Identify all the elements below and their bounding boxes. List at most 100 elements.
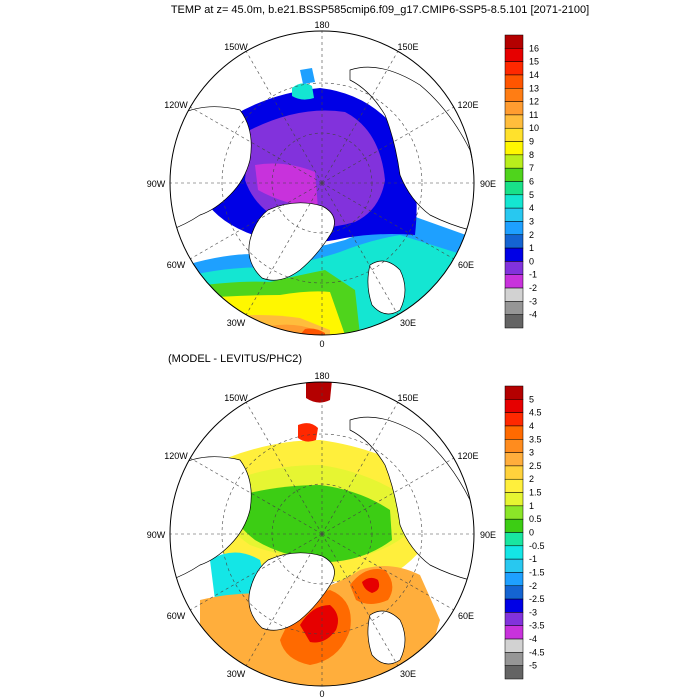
colorbar-label: -3 (529, 296, 537, 306)
colorbar-label: 2 (529, 474, 534, 484)
bottom-map-border (169, 381, 475, 687)
colorbar-swatch (504, 221, 524, 236)
colorbar-swatch (504, 665, 524, 680)
lon-label: 150E (397, 393, 418, 403)
colorbar-swatch (504, 505, 524, 520)
colorbar-label: 4 (529, 203, 534, 213)
top-longitude-labels: 180 150E 120E 90E 60E 30E 0 30W 60W 90W … (147, 20, 496, 349)
colorbar-swatch (504, 558, 524, 573)
lon-label: 90W (147, 179, 166, 189)
colorbar-swatch (504, 572, 524, 587)
lon-label: 0 (319, 339, 324, 349)
colorbar-label: 9 (529, 137, 534, 147)
colorbar-label: 5 (529, 394, 534, 404)
bottom-land (170, 416, 474, 665)
colorbar-swatch (504, 532, 524, 547)
colorbar-swatch (504, 585, 524, 600)
colorbar-label: 4.5 (529, 408, 542, 418)
colorbar-swatch (504, 287, 524, 302)
colorbar-label: 3 (529, 216, 534, 226)
colorbar-label: 4 (529, 421, 534, 431)
colorbar-swatch (504, 425, 524, 440)
colorbar-swatch (504, 74, 524, 89)
colorbar-swatch (504, 261, 524, 275)
colorbar-swatch (504, 61, 524, 76)
colorbar-label: 5 (529, 190, 534, 200)
colorbar-label: -4 (529, 634, 537, 644)
lon-label: 180 (314, 371, 329, 381)
colorbar-label: -3 (529, 607, 537, 617)
lon-label: 0 (319, 689, 324, 699)
colorbar-swatch (504, 274, 524, 289)
colorbar-label: -0.5 (529, 541, 545, 551)
colorbar-swatch (504, 301, 524, 315)
lon-label: 90E (480, 179, 496, 189)
colorbar-label: 1 (529, 501, 534, 511)
colorbar-label: 3.5 (529, 434, 542, 444)
bottom-polar-map: 180 150E 120E 90E 60E 30E 0 30W 60W 90W … (147, 371, 496, 699)
colorbar-label: -3.5 (529, 621, 545, 631)
colorbar-swatch (504, 399, 524, 413)
colorbar-label: 3 (529, 448, 534, 458)
colorbar-swatch (504, 452, 524, 467)
lon-label: 30E (400, 318, 416, 328)
colorbar-swatch (504, 545, 524, 560)
lon-label: 30W (227, 669, 246, 679)
colorbar-label: -4.5 (529, 647, 545, 657)
top-map-border (169, 30, 475, 336)
lon-label: 120E (457, 100, 478, 110)
lon-label: 60E (458, 260, 474, 270)
figure-title: TEMP at z= 45.0m, b.e21.BSSP585cmip6.f09… (171, 4, 589, 16)
colorbar-swatch (504, 518, 524, 533)
colorbar-label: -5 (529, 661, 537, 671)
colorbar-swatch (504, 88, 524, 102)
colorbar-swatch (504, 385, 524, 400)
colorbar-label: -1.5 (529, 567, 545, 577)
colorbar-label: -2 (529, 581, 537, 591)
colorbar-swatch (504, 127, 524, 142)
lon-label: 120E (457, 451, 478, 461)
colorbar-label: -2.5 (529, 594, 545, 604)
colorbar-label: 0 (529, 528, 534, 538)
colorbar-swatch (504, 612, 524, 626)
lon-label: 60E (458, 611, 474, 621)
colorbar-swatch (504, 48, 524, 62)
bottom-graticule (170, 382, 474, 686)
colorbar-swatch (504, 207, 524, 222)
colorbar-swatch (504, 101, 524, 116)
colorbar-swatch (504, 247, 524, 262)
colorbar-swatch (504, 141, 524, 156)
colorbar-swatch (504, 114, 524, 129)
lon-label: 120W (164, 100, 188, 110)
colorbar-swatch (504, 625, 524, 640)
colorbar-label: 0 (529, 256, 534, 266)
colorbar-swatch (504, 478, 524, 493)
lon-label: 150W (224, 393, 248, 403)
colorbar-swatch (504, 194, 524, 209)
colorbar-swatch (504, 34, 524, 49)
colorbar-label: -4 (529, 310, 537, 320)
lon-label: 150W (224, 42, 248, 52)
colorbar-swatch (504, 412, 524, 427)
lon-label: 60W (167, 260, 186, 270)
colorbar-label: 6 (529, 177, 534, 187)
colorbar-label: 16 (529, 43, 539, 53)
colorbar-label: 8 (529, 150, 534, 160)
colorbar-label: 15 (529, 57, 539, 67)
colorbar-label: -1 (529, 270, 537, 280)
lon-label: 30W (227, 318, 246, 328)
colorbar-swatch (504, 652, 524, 666)
colorbar-label: 14 (529, 70, 539, 80)
lon-label: 60W (167, 611, 186, 621)
colorbar-label: 2 (529, 230, 534, 240)
colorbar-label: 10 (529, 123, 539, 133)
colorbar-label: 7 (529, 163, 534, 173)
colorbar-swatch (504, 181, 524, 196)
lon-label: 120W (164, 451, 188, 461)
colorbar-swatch (504, 154, 524, 169)
colorbar-swatch (504, 234, 524, 249)
colorbar-swatch (504, 167, 524, 182)
top-polar-map: 180 150E 120E 90E 60E 30E 0 30W 60W 90W … (147, 20, 496, 349)
